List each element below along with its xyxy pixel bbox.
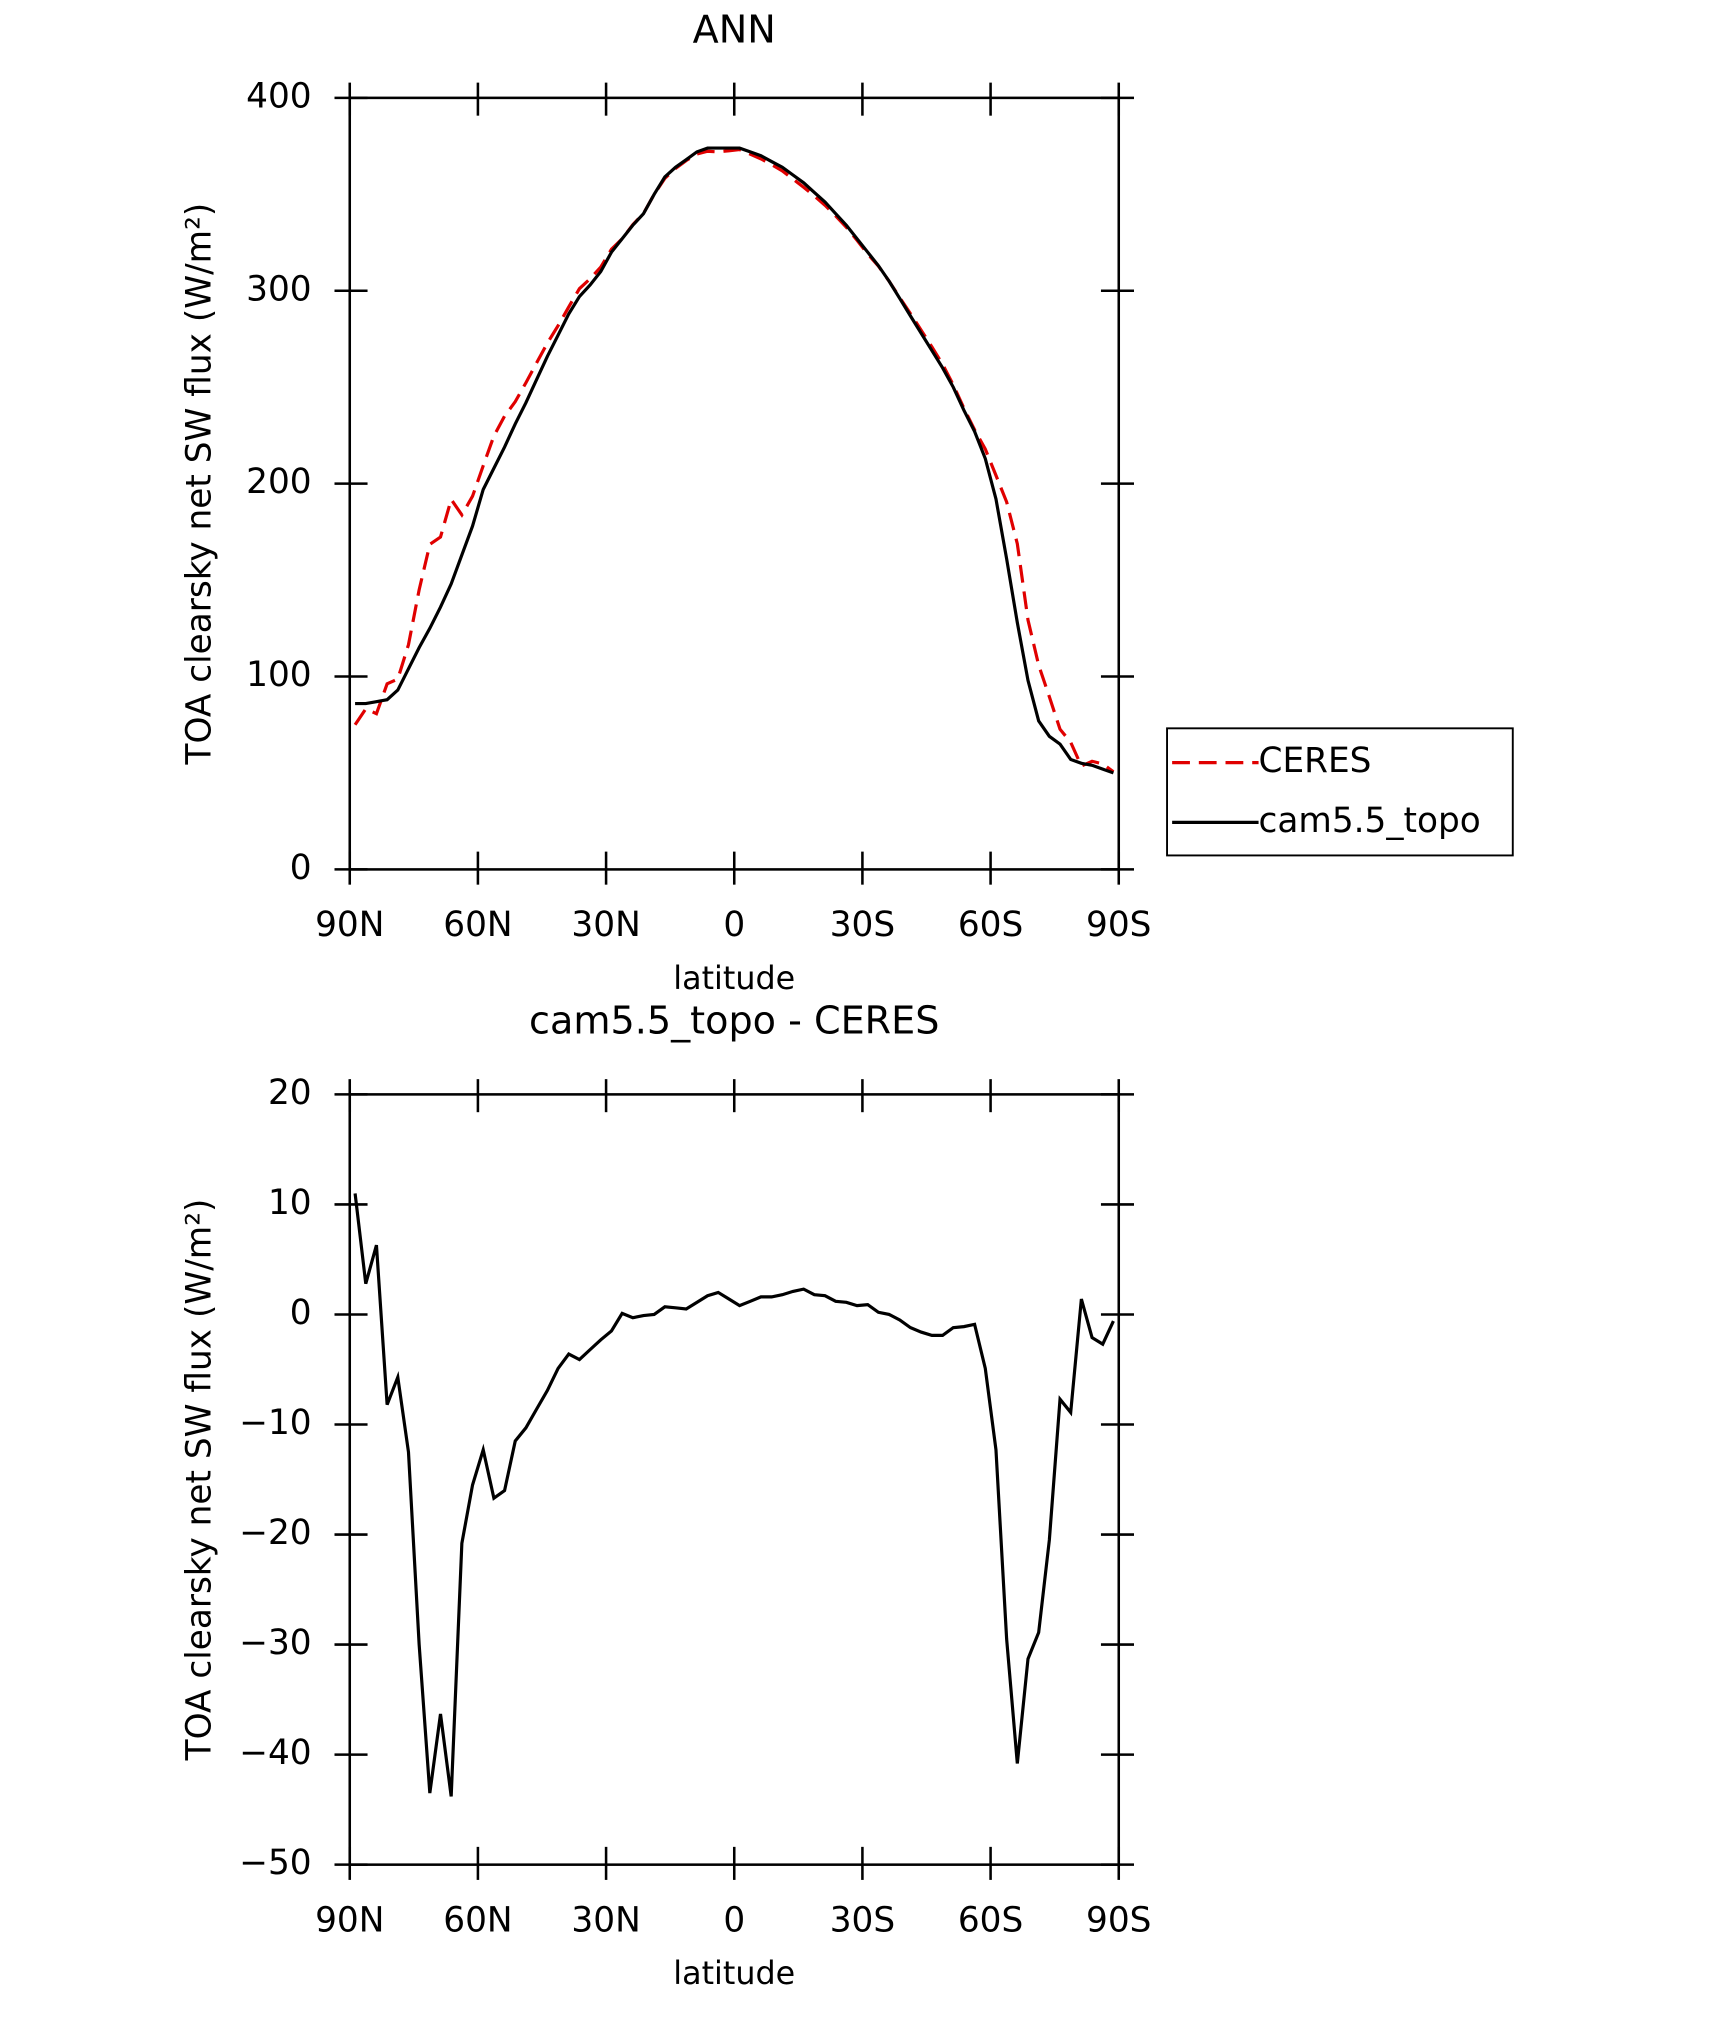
y-axis-label: TOA clearsky net SW flux (W/m²): [180, 1199, 220, 1762]
y-tick-label: 0: [290, 1293, 312, 1333]
x-tick-label: 30S: [830, 1900, 895, 1940]
x-tick-label: 60S: [958, 1900, 1023, 1940]
x-tick-label: 90N: [315, 905, 384, 945]
y-tick-label: 10: [268, 1183, 312, 1223]
series-line: [355, 146, 1114, 775]
x-tick-label: 30N: [571, 905, 640, 945]
y-tick-label: 200: [246, 462, 311, 502]
x-tick-label: 0: [723, 905, 745, 945]
plot-frame: [348, 96, 1121, 871]
chart-title: ANN: [693, 7, 776, 51]
legend-label: CERES: [1259, 741, 1372, 781]
y-tick-label: 0: [290, 848, 312, 888]
y-tick-label: −30: [239, 1623, 311, 1663]
x-tick-label: 60N: [443, 1900, 512, 1940]
y-axis-label: TOA clearsky net SW flux (W/m²): [180, 203, 220, 766]
x-axis-label: latitude: [673, 961, 795, 997]
x-axis-label: latitude: [673, 1956, 795, 1992]
legend-label: cam5.5_topo: [1259, 801, 1481, 841]
chart-title: cam5.5_topo - CERES: [529, 999, 939, 1043]
y-tick-label: −20: [239, 1513, 311, 1553]
x-tick-label: 90S: [1086, 1900, 1151, 1940]
y-tick-label: −10: [239, 1403, 311, 1443]
y-tick-label: −40: [239, 1733, 311, 1773]
series-line: [353, 1193, 1115, 1797]
x-tick-label: 30N: [571, 1900, 640, 1940]
y-tick-label: 400: [246, 76, 311, 116]
x-tick-label: 90N: [315, 1900, 384, 1940]
x-tick-label: 30S: [830, 905, 895, 945]
x-tick-label: 60S: [958, 905, 1023, 945]
x-tick-label: 60N: [443, 905, 512, 945]
plot-frame: [348, 1093, 1121, 1866]
y-tick-label: 300: [246, 269, 311, 309]
x-tick-label: 90S: [1086, 905, 1151, 945]
x-tick-label: 0: [723, 1900, 745, 1940]
y-tick-label: −50: [239, 1843, 311, 1883]
series-line: [353, 147, 1115, 774]
legend-box: [1166, 727, 1514, 857]
y-tick-label: 100: [246, 655, 311, 695]
y-tick-label: 20: [268, 1073, 312, 1113]
